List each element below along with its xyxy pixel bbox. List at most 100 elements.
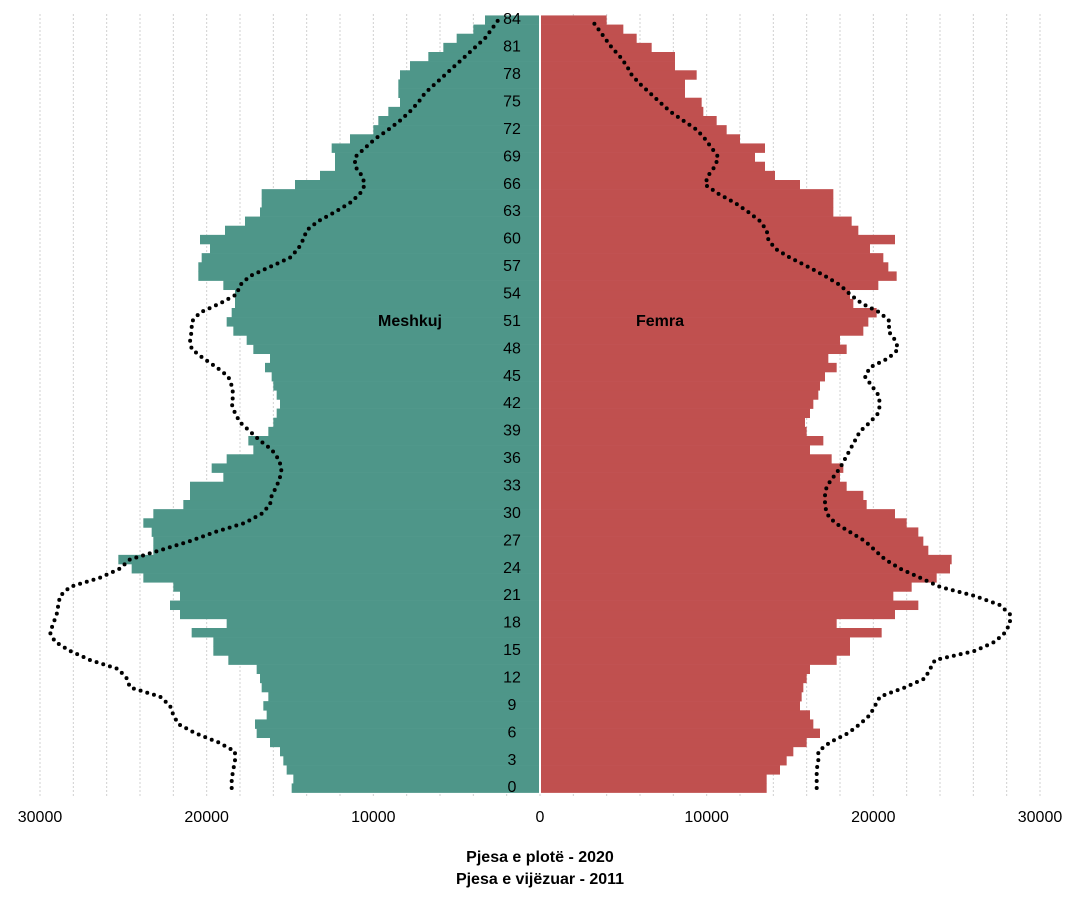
bars <box>118 15 952 793</box>
bar <box>210 244 540 254</box>
bar <box>540 271 897 281</box>
bar <box>268 692 540 702</box>
bar <box>540 564 950 574</box>
bar <box>540 609 895 620</box>
bar <box>198 271 541 281</box>
bar <box>293 774 540 784</box>
bar <box>540 490 864 501</box>
y-tick-label: 30 <box>503 505 521 522</box>
y-tick-label: 36 <box>503 450 521 467</box>
bar <box>245 216 540 227</box>
bar <box>226 454 540 464</box>
bar <box>540 225 859 236</box>
bar <box>540 454 832 464</box>
bar <box>540 582 912 592</box>
bar <box>280 399 540 409</box>
bar <box>255 719 540 729</box>
x-tick-label: 30000 <box>1018 809 1063 826</box>
bar <box>213 637 541 647</box>
bar <box>540 701 800 711</box>
bar <box>540 362 837 373</box>
series-label: Meshkuj <box>378 313 442 330</box>
bar <box>540 746 794 757</box>
y-tick-label: 24 <box>503 560 521 577</box>
bar <box>540 33 637 44</box>
y-tick-label: 0 <box>508 779 517 796</box>
bar <box>270 737 540 748</box>
bar <box>540 527 919 537</box>
bar <box>261 682 540 693</box>
bar <box>291 783 540 793</box>
bar <box>540 207 834 217</box>
bar <box>253 445 541 455</box>
bar <box>540 399 814 409</box>
y-tick-label: 45 <box>503 368 521 385</box>
bar <box>540 244 870 254</box>
bar <box>540 381 820 391</box>
y-tick-label: 54 <box>503 286 521 303</box>
y-tick-label: 33 <box>503 478 521 495</box>
bar <box>233 326 541 336</box>
bar <box>153 536 541 547</box>
bar <box>540 756 787 766</box>
bar <box>540 335 840 345</box>
bar <box>540 180 800 190</box>
bar <box>540 426 807 437</box>
bar <box>273 381 540 391</box>
bar <box>295 180 540 190</box>
y-tick-label: 81 <box>503 39 521 56</box>
bar <box>268 426 540 437</box>
bar <box>256 664 540 675</box>
bar <box>261 198 540 208</box>
bar <box>266 710 540 720</box>
bar <box>540 289 850 300</box>
bar <box>540 500 867 510</box>
bar <box>190 490 540 501</box>
note: Pjesa e vijëzuar - 2011 <box>456 871 624 888</box>
bar <box>540 719 814 729</box>
bar <box>283 756 540 766</box>
bar <box>276 390 540 400</box>
bar <box>540 70 697 80</box>
y-tick-label: 51 <box>503 313 521 330</box>
y-tick-label: 42 <box>503 395 521 412</box>
bar <box>286 765 540 775</box>
bar <box>540 15 607 25</box>
bar <box>540 216 852 227</box>
bar <box>198 262 541 272</box>
bar <box>398 79 540 89</box>
bar <box>398 88 540 99</box>
bar <box>540 116 717 126</box>
y-tick-label: 3 <box>508 752 517 769</box>
bar <box>183 500 541 510</box>
bar <box>485 15 540 25</box>
x-tick-label: 20000 <box>851 809 896 826</box>
bar <box>235 289 540 300</box>
bar <box>540 152 755 163</box>
overlay: 30000 20000 10000 0 10000 20000 30000 Meshkuj Fe… <box>18 11 1063 826</box>
y-tick-label: 39 <box>503 423 521 440</box>
bar <box>540 710 810 720</box>
bar <box>540 234 895 245</box>
x-tick-label: 0 <box>536 809 545 826</box>
bar <box>540 61 675 71</box>
bar <box>248 436 541 446</box>
bar <box>260 207 540 217</box>
y-tick-label: 27 <box>503 532 521 549</box>
bar <box>190 481 540 492</box>
bar <box>213 646 541 656</box>
bar <box>540 600 919 611</box>
bar <box>540 198 834 208</box>
bar <box>253 344 541 355</box>
bar <box>151 527 540 537</box>
x-tick-label: 10000 <box>684 809 729 826</box>
note: Pjesa e plotë - 2020 <box>466 849 614 866</box>
bar <box>540 326 864 336</box>
y-tick-label: 15 <box>503 642 521 659</box>
bar <box>223 280 541 291</box>
bar <box>131 564 540 574</box>
bar <box>540 143 765 153</box>
bar <box>540 783 767 793</box>
bar <box>280 746 540 757</box>
